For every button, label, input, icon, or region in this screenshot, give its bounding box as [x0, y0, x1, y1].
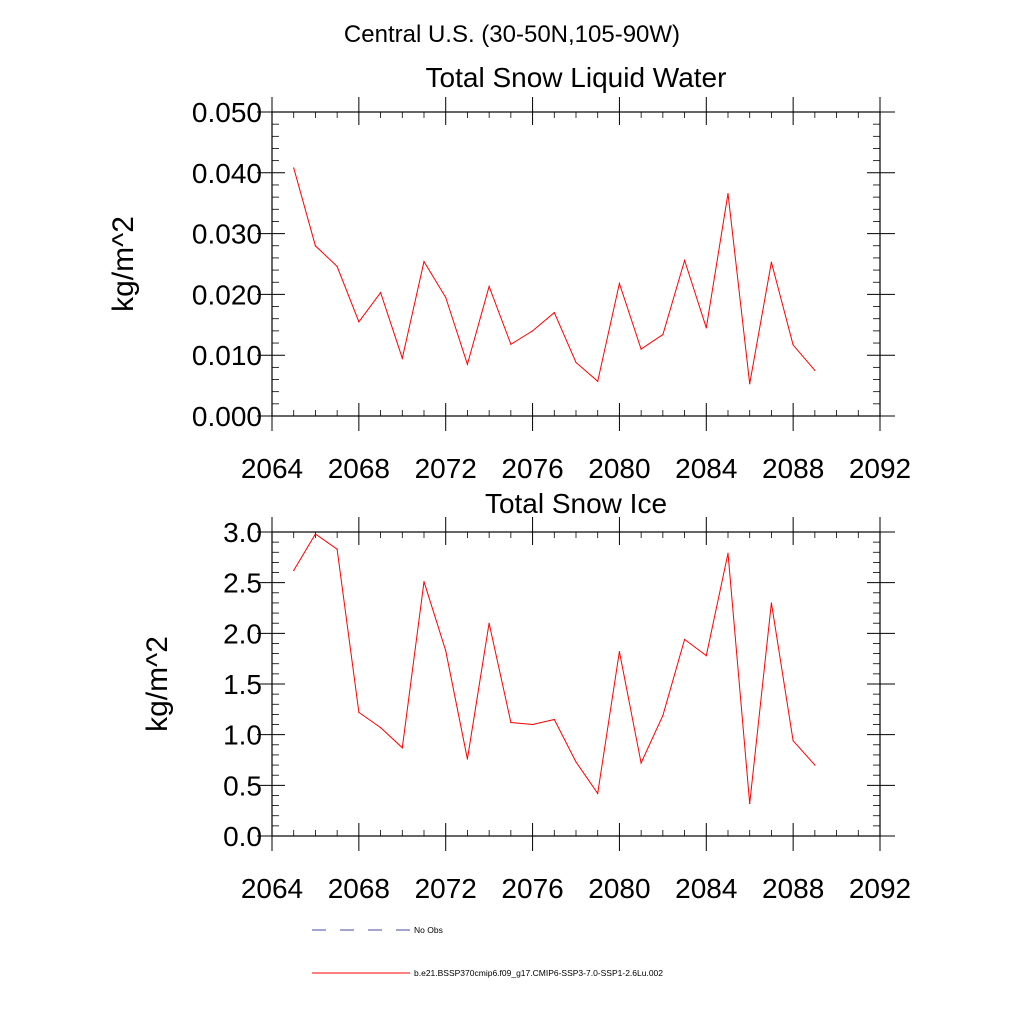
data-point [379, 726, 382, 729]
data-point [640, 762, 642, 764]
series-line [293, 533, 816, 804]
chart-title: Total Snow Liquid Water [426, 62, 727, 93]
data-point [510, 721, 512, 724]
data-point [749, 802, 751, 805]
x-tick-label: 2088 [762, 873, 824, 904]
data-point [814, 369, 816, 371]
y-tick-label: 3.0 [223, 517, 262, 548]
data-point [749, 383, 751, 385]
y-tick-label: 0.0 [223, 821, 262, 852]
y-axis-label: kg/m^2 [141, 636, 174, 732]
data-point [445, 649, 447, 652]
y-tick-label: 1.5 [223, 669, 262, 700]
chart-panel-1: Total Snow Liquid Water kg/m^2 2064 2068 207… [107, 62, 911, 484]
data-point [293, 569, 295, 572]
x-tick-label: 2072 [415, 873, 477, 904]
data-point [553, 312, 555, 314]
legend-no-obs-label: No Obs [414, 925, 443, 935]
x-tick-label: 2072 [415, 453, 477, 484]
y-tick-label: 1.0 [223, 720, 262, 751]
x-tick-label: 2076 [501, 873, 563, 904]
data-point [445, 296, 447, 299]
data-point [401, 747, 403, 749]
data-point [314, 245, 317, 247]
x-tick-label: 2088 [762, 453, 824, 484]
data-point [336, 265, 338, 268]
x-tick-label: 2084 [675, 453, 737, 484]
data-point [597, 380, 599, 382]
legend: No Obs b.e21.BSSP370cmip6.f09_g17.CMIP6-… [312, 925, 663, 978]
y-tick-label: 0.010 [192, 340, 262, 371]
data-point [401, 357, 403, 359]
data-point [792, 740, 794, 742]
y-tick-label: 0.020 [192, 279, 262, 310]
x-tick-label: 2092 [849, 453, 911, 484]
chart-title: Total Snow Ice [485, 488, 667, 519]
x-tick-label: 2080 [588, 453, 650, 484]
y-tick-label: 2.0 [223, 618, 262, 649]
data-point [423, 581, 425, 583]
data-point [683, 638, 686, 641]
x-tick-label: 2092 [849, 873, 911, 904]
data-point [379, 291, 382, 294]
y-tick-label: 0.040 [192, 158, 262, 189]
data-point [705, 655, 707, 657]
data-point [640, 348, 642, 350]
data-point [314, 533, 317, 535]
data-point [618, 282, 621, 285]
data-point [553, 718, 555, 721]
data-point [293, 167, 295, 169]
y-tick-label: 0.000 [192, 401, 262, 432]
x-tick-label: 2084 [675, 873, 737, 904]
data-point [466, 758, 469, 760]
data-point [792, 344, 794, 346]
y-axis-label: kg/m^2 [107, 216, 140, 312]
legend-model-label: b.e21.BSSP370cmip6.f09_g17.CMIP6-SSP3-7.… [414, 968, 663, 978]
data-point [597, 792, 599, 795]
x-tick-label: 2064 [241, 873, 303, 904]
chart-panel-2: Total Snow Ice kg/m^2 2064 2068 2072 2076 2080… [141, 488, 911, 904]
data-point [488, 622, 490, 624]
x-tick-label: 2068 [328, 453, 390, 484]
y-tick-label: 2.5 [223, 568, 262, 599]
x-tick-label: 2080 [588, 873, 650, 904]
series-line [293, 167, 816, 384]
data-point [488, 285, 490, 288]
data-point [618, 650, 621, 653]
data-point [705, 327, 707, 329]
data-point [662, 714, 664, 717]
data-point [575, 361, 577, 364]
data-point [727, 552, 729, 554]
data-point [423, 260, 425, 263]
data-point [770, 602, 773, 604]
data-point [662, 333, 664, 336]
figure-suptitle: Central U.S. (30-50N,105-90W) [344, 21, 680, 48]
data-point [336, 548, 338, 550]
data-point [510, 343, 512, 345]
x-tick-label: 2076 [501, 453, 563, 484]
x-tick-label: 2068 [328, 873, 390, 904]
plot-frame [271, 531, 881, 837]
data-point [531, 723, 534, 726]
data-point [727, 192, 729, 195]
data-point [358, 321, 360, 323]
data-point [531, 330, 534, 332]
x-tick-label: 2064 [241, 453, 303, 484]
data-point [683, 259, 686, 261]
y-tick-label: 0.050 [192, 97, 262, 128]
data-point [358, 711, 360, 713]
data-point [814, 764, 816, 766]
plot-frame [271, 111, 881, 417]
y-tick-label: 0.5 [223, 770, 262, 801]
data-point [466, 363, 469, 365]
data-point [575, 761, 577, 763]
data-point [770, 261, 773, 263]
y-tick-label: 0.030 [192, 219, 262, 250]
